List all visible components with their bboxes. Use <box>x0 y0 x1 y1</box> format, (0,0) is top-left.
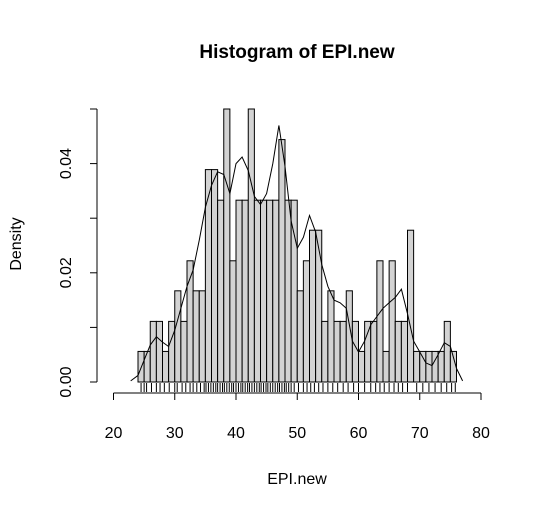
histogram-bar <box>155 320 163 383</box>
y-tick-label: 0.04 <box>58 148 75 179</box>
histogram-bar <box>180 320 188 383</box>
x-axis-label: EPI.new <box>267 471 327 488</box>
histogram-bar <box>235 199 243 383</box>
density-curve <box>130 125 464 382</box>
histogram-bar <box>327 290 335 383</box>
histogram-bar <box>162 350 170 383</box>
x-tick-label: 60 <box>350 425 368 442</box>
histogram-bar <box>382 350 390 383</box>
histogram-bar <box>419 350 427 383</box>
histogram-bar <box>370 320 378 383</box>
histogram-bar <box>278 139 286 383</box>
rug-marks <box>140 383 456 392</box>
histogram-bar <box>192 290 200 383</box>
chart-title: Histogram of EPI.new <box>199 42 395 63</box>
histogram-bar <box>211 169 219 383</box>
histogram-bar <box>364 320 372 383</box>
histogram-bar <box>309 229 317 383</box>
histogram-bar <box>204 169 212 383</box>
histogram-bar <box>425 350 433 383</box>
histogram-bar <box>321 320 329 383</box>
histogram-bar <box>394 320 402 383</box>
histogram-bar <box>229 260 237 383</box>
histogram-bar <box>253 199 261 383</box>
x-tick-label: 50 <box>288 425 306 442</box>
histogram-bar <box>241 199 249 383</box>
histogram-bar <box>333 320 341 383</box>
y-tick-label: 0.00 <box>58 366 75 397</box>
histogram-bar <box>247 108 255 383</box>
density-curve-group <box>130 125 464 382</box>
histogram-bar <box>223 108 231 383</box>
histogram-bar <box>443 320 451 383</box>
histogram-bar <box>358 350 366 383</box>
histogram-bar <box>149 320 157 383</box>
y-axis-label: Density <box>8 217 25 270</box>
x-tick-label: 20 <box>105 425 123 442</box>
histogram-bar <box>339 320 347 383</box>
histogram-bar <box>302 260 310 383</box>
x-tick-label: 30 <box>166 425 184 442</box>
histogram-bar <box>260 199 268 383</box>
histogram-bar <box>400 320 408 383</box>
x-axis: 20 30 40 50 60 70 80 <box>105 392 490 442</box>
histogram-bar <box>272 199 280 383</box>
x-tick-label: 80 <box>472 425 490 442</box>
histogram-bar <box>284 199 292 383</box>
y-tick-label: 0.02 <box>58 257 75 288</box>
x-tick-label: 70 <box>411 425 429 442</box>
histogram-bar <box>315 229 323 383</box>
histogram-bar <box>168 320 176 383</box>
x-tick-label: 40 <box>227 425 245 442</box>
histogram-bar <box>351 320 359 383</box>
histogram-bar <box>198 290 206 383</box>
histogram-bar <box>407 229 415 383</box>
histogram-bar <box>376 260 384 383</box>
histogram-bar <box>266 199 274 383</box>
histogram-bar <box>388 260 396 383</box>
histogram-bar <box>174 290 182 383</box>
histogram-bar <box>143 350 151 383</box>
histogram-bar <box>296 290 304 383</box>
histogram-bar <box>290 199 298 383</box>
histogram-bar <box>437 350 445 383</box>
histogram-bar <box>217 199 225 383</box>
y-axis: 0.00 0.02 0.04 <box>58 108 98 398</box>
histogram-bars <box>137 108 457 383</box>
histogram-bar <box>413 350 421 383</box>
